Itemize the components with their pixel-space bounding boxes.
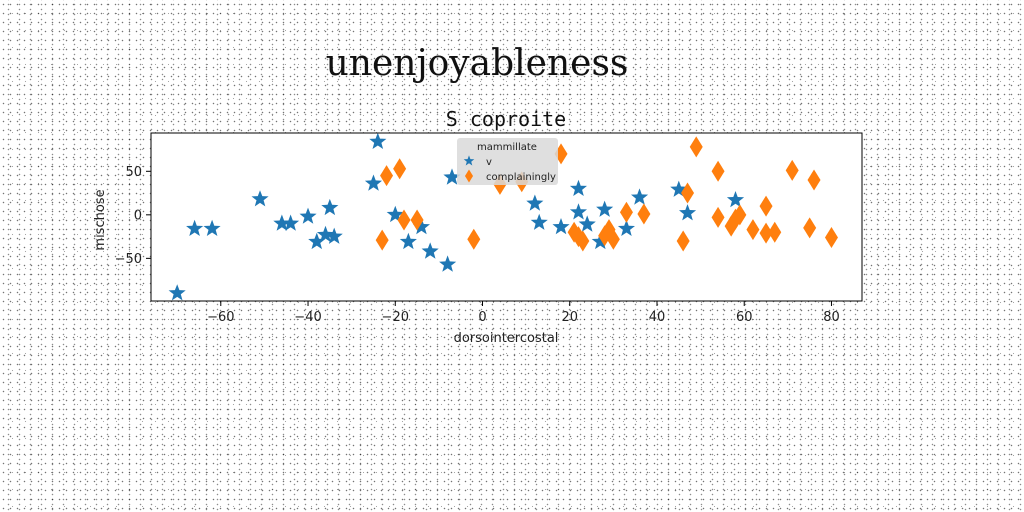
data-point-star	[421, 242, 439, 259]
data-point-diamond	[410, 209, 424, 231]
data-point-diamond	[759, 222, 773, 244]
data-point-diamond	[467, 228, 481, 250]
chart-title: S coproite	[446, 107, 566, 131]
legend: mammillate v complainingly	[457, 138, 558, 185]
y-tick-label: −50	[115, 252, 142, 267]
data-point-diamond	[619, 201, 633, 223]
data-point-diamond	[397, 209, 411, 231]
data-point-star	[439, 255, 457, 272]
data-point-diamond	[746, 219, 760, 241]
data-point-star	[251, 190, 269, 207]
legend-marker-shape	[464, 169, 474, 183]
data-point-star	[617, 219, 635, 236]
data-point-star	[273, 214, 291, 231]
data-point-star	[596, 200, 614, 217]
data-point-diamond	[393, 158, 407, 180]
legend-marker-v	[463, 155, 475, 166]
data-point-diamond	[824, 226, 838, 248]
data-point-star	[282, 214, 300, 231]
axis-ticks: −60 −40 −20 0 20 40 60 80 −50 0 50	[115, 165, 840, 325]
data-point-diamond	[785, 159, 799, 181]
data-point-star	[631, 188, 649, 205]
data-point-star	[203, 219, 221, 236]
x-tick-label: 60	[736, 310, 753, 325]
figure-title: unenjoyableness	[326, 43, 629, 84]
data-point-star	[526, 194, 544, 211]
data-point-star	[321, 198, 339, 216]
data-point-star	[530, 213, 548, 230]
y-tick-label: 0	[134, 208, 142, 223]
legend-marker-shape	[463, 155, 475, 166]
data-point-diamond	[676, 230, 690, 252]
data-point-star	[443, 168, 461, 185]
data-point-star	[679, 204, 697, 221]
x-tick-label: −20	[382, 310, 409, 325]
data-point-diamond	[768, 221, 782, 243]
data-point-star	[399, 232, 417, 250]
data-point-diamond	[637, 203, 651, 225]
x-tick-label: 20	[561, 310, 578, 325]
data-point-star	[670, 180, 688, 197]
data-point-star	[316, 225, 334, 243]
data-point-diamond	[807, 169, 821, 191]
data-point-diamond	[380, 165, 394, 187]
legend-marker-complainingly	[464, 169, 474, 183]
data-point-star	[578, 215, 596, 232]
data-point-diamond	[375, 229, 389, 251]
data-point-star	[364, 174, 382, 191]
data-point-star	[569, 179, 587, 196]
data-point-diamond	[681, 182, 695, 204]
data-point-star	[186, 219, 204, 236]
y-axis-label: mischose	[93, 189, 108, 250]
x-tick-label: 40	[649, 310, 666, 325]
data-point-diamond	[606, 228, 620, 250]
legend-box	[457, 138, 558, 185]
data-point-star	[369, 132, 387, 149]
data-point-diamond	[576, 230, 590, 252]
data-point-star	[569, 203, 587, 220]
data-point-star	[168, 284, 186, 301]
plot-frame	[150, 132, 863, 302]
data-point-diamond	[711, 160, 725, 182]
data-point-star	[386, 205, 404, 223]
data-point-star	[726, 191, 745, 208]
data-point-diamond	[711, 206, 725, 228]
data-point-star	[552, 218, 570, 235]
legend-label-v: v	[486, 157, 492, 168]
data-point-star	[308, 232, 326, 250]
x-tick-label: −40	[294, 310, 321, 325]
legend-title: mammillate	[477, 142, 537, 153]
data-point-diamond	[759, 195, 773, 217]
data-point-star	[299, 207, 317, 224]
data-point-diamond	[733, 204, 747, 226]
y-tick-label: 50	[125, 165, 142, 180]
data-point-star	[325, 227, 343, 244]
data-point-star	[591, 232, 609, 250]
data-point-diamond	[803, 217, 817, 239]
x-axis-label: dorsointercostal	[454, 331, 559, 346]
data-point-star	[412, 218, 430, 235]
data-point-diamond	[689, 136, 703, 158]
x-tick-label: −60	[207, 310, 234, 325]
legend-label-complainingly: complainingly	[486, 172, 556, 183]
x-tick-label: 0	[478, 310, 486, 325]
x-tick-label: 80	[823, 310, 840, 325]
